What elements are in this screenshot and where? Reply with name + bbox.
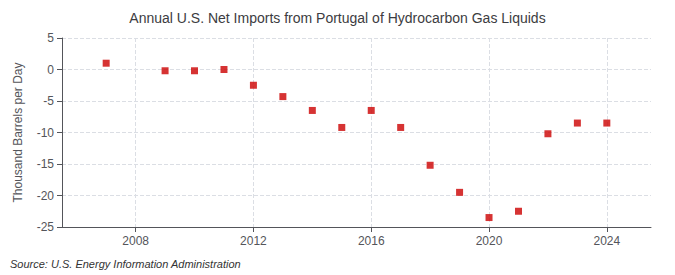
svg-text:2012: 2012 xyxy=(240,234,267,248)
svg-text:2016: 2016 xyxy=(358,234,385,248)
svg-text:-25: -25 xyxy=(37,220,55,234)
svg-text:-5: -5 xyxy=(43,94,54,108)
svg-text:0: 0 xyxy=(47,63,54,77)
svg-text:2008: 2008 xyxy=(122,234,149,248)
svg-text:Source: U.S. Energy Informatio: Source: U.S. Energy Information Administ… xyxy=(10,258,241,270)
svg-text:2024: 2024 xyxy=(593,234,620,248)
svg-text:5: 5 xyxy=(47,31,54,45)
svg-text:Annual U.S. Net Imports from P: Annual U.S. Net Imports from Portugal of… xyxy=(129,10,545,26)
svg-text:2020: 2020 xyxy=(476,234,503,248)
svg-text:-10: -10 xyxy=(37,126,55,140)
svg-text:-15: -15 xyxy=(37,157,55,171)
svg-text:-20: -20 xyxy=(37,189,55,203)
svg-text:Thousand Barrels per Day: Thousand Barrels per Day xyxy=(11,62,25,202)
